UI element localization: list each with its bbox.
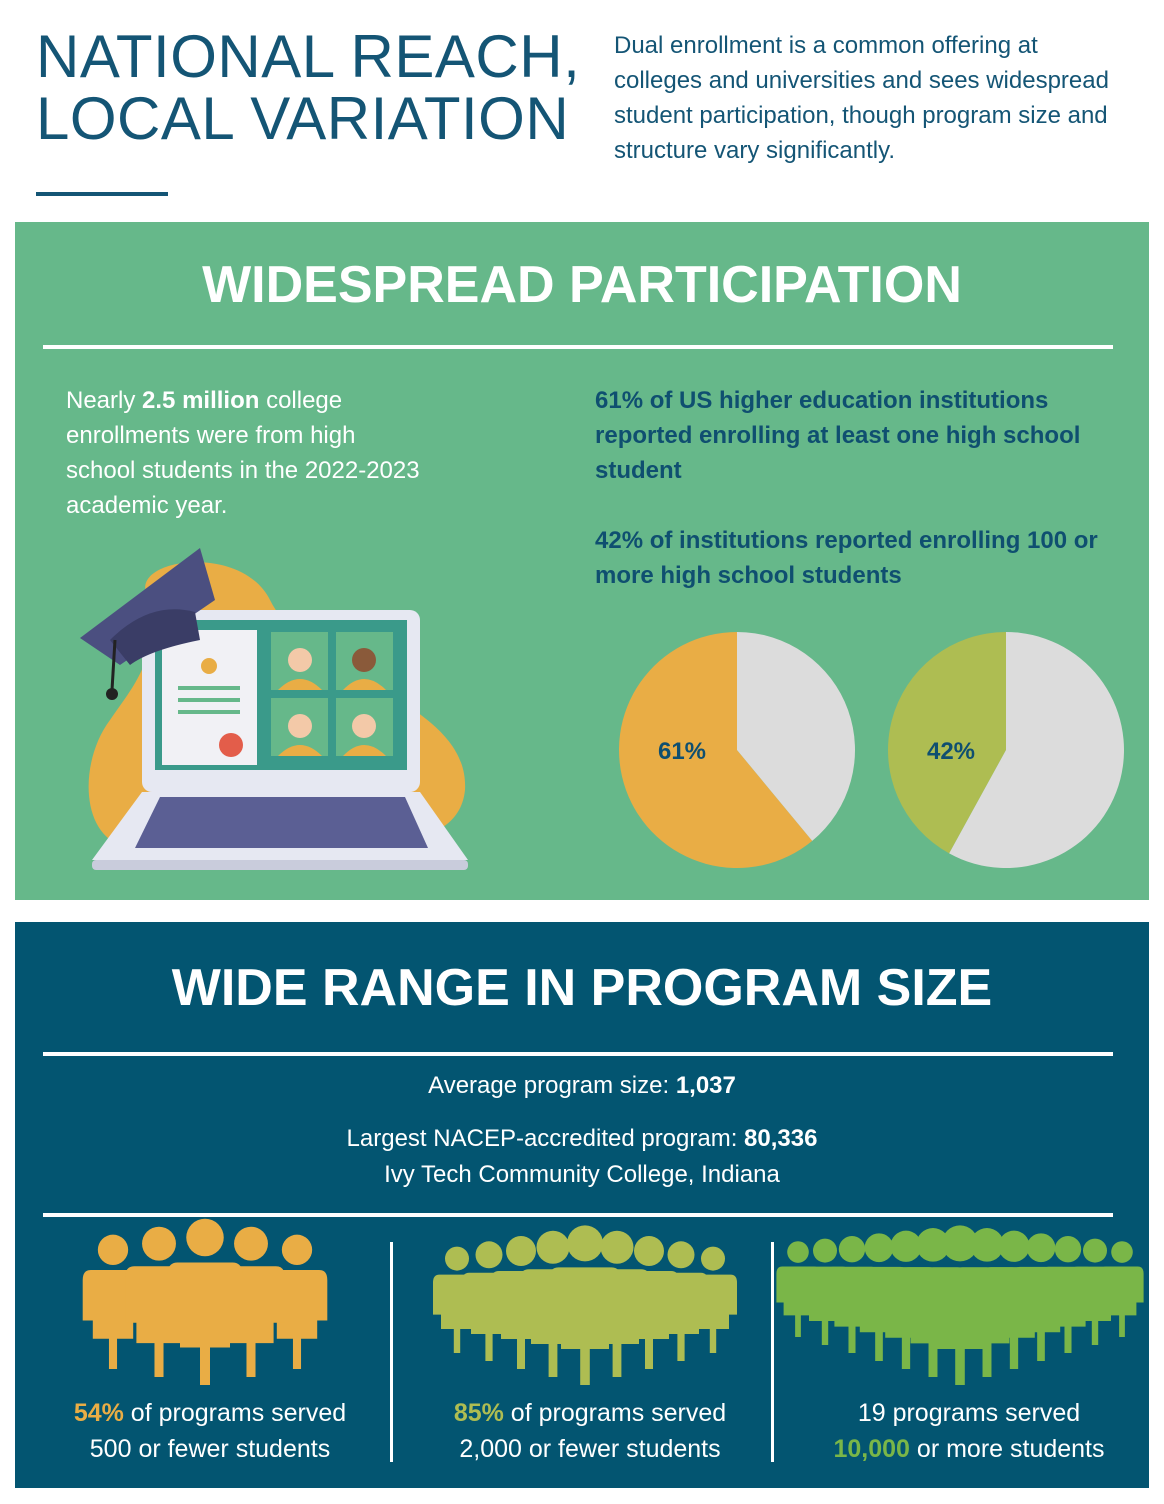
head	[942, 1225, 978, 1262]
section-heading: WIDESPREAD PARTICIPATION	[202, 256, 962, 314]
head	[1111, 1241, 1133, 1263]
head	[890, 1230, 922, 1262]
fact: Nearly 2.5 million college enrollments w…	[66, 383, 426, 523]
intro: Dual enrollment is a common offering at …	[614, 32, 1109, 164]
section-heading: WIDE RANGE IN PROGRAM SIZE	[171, 959, 993, 1017]
line: 2,000 or fewer students	[459, 1435, 721, 1463]
divider	[771, 1242, 774, 1462]
body	[924, 1267, 996, 1385]
text: Largest NACEP-accredited program:	[346, 1125, 745, 1152]
rule	[43, 1052, 1113, 1056]
person-icon	[924, 1225, 996, 1385]
text: of programs served	[123, 1399, 347, 1427]
title-line: LOCAL VARIATION	[36, 85, 570, 152]
laptop-illustration	[80, 548, 468, 870]
head	[634, 1236, 664, 1266]
title-line: NATIONAL REACH,	[36, 23, 581, 90]
head	[667, 1241, 695, 1269]
rule	[43, 1213, 1113, 1217]
pie-slice	[888, 632, 1006, 854]
line: 54% of programs served	[25, 1395, 395, 1431]
line: 10,000 or more students	[784, 1431, 1154, 1467]
head	[567, 1225, 603, 1262]
text: or more students	[909, 1435, 1105, 1463]
highlight: 85%	[453, 1399, 504, 1427]
head	[813, 1238, 837, 1263]
head	[1026, 1233, 1056, 1263]
text: of programs served	[503, 1399, 727, 1427]
blue-panel	[15, 922, 1149, 1488]
average: Average program size: 1,037	[15, 1072, 1149, 1100]
head	[506, 1236, 536, 1266]
head	[1054, 1235, 1082, 1263]
head	[998, 1230, 1030, 1262]
head	[186, 1218, 224, 1257]
bold: 1,037	[675, 1072, 736, 1099]
head	[97, 1234, 129, 1265]
head	[281, 1234, 313, 1265]
head	[234, 1226, 268, 1261]
head	[970, 1228, 1004, 1262]
title: NATIONAL REACH, LOCAL VARIATION	[36, 26, 580, 150]
head	[600, 1230, 634, 1264]
head	[1083, 1238, 1107, 1263]
title-rule	[36, 192, 168, 196]
head	[445, 1246, 469, 1271]
largest-name: Ivy Tech Community College, Indiana	[384, 1161, 780, 1188]
head	[701, 1246, 725, 1271]
highlight: 10,000	[833, 1435, 910, 1463]
head	[916, 1228, 950, 1262]
largest: Largest NACEP-accredited program: 80,336	[15, 1125, 1149, 1153]
line: 19 programs served	[857, 1399, 1081, 1427]
pie-slice	[618, 632, 813, 868]
stat: 61% of US higher education institutions …	[595, 387, 1081, 484]
text: Nearly	[66, 387, 143, 414]
body	[167, 1262, 243, 1385]
pie-label: 42%	[927, 738, 975, 765]
person-icon	[167, 1218, 243, 1385]
head	[142, 1226, 176, 1261]
person-icon	[549, 1225, 621, 1385]
pie-label: 61%	[658, 738, 706, 765]
bold: 2.5 million	[142, 387, 260, 414]
text: college enrollments were from high schoo…	[66, 387, 420, 519]
highlight: 54%	[73, 1399, 124, 1427]
rule	[43, 345, 1113, 349]
divider	[390, 1242, 393, 1462]
column: 19 programs served 10,000 or more studen…	[784, 1395, 1154, 1467]
line: 85% of programs served	[405, 1395, 775, 1431]
pie-slice	[949, 632, 1125, 868]
head	[475, 1241, 503, 1269]
body	[549, 1267, 621, 1385]
line: 500 or fewer students	[89, 1435, 331, 1463]
head	[536, 1230, 570, 1264]
pie-slice	[737, 632, 855, 841]
head	[838, 1235, 866, 1263]
text: Average program size:	[428, 1072, 676, 1099]
stat: 42% of institutions reported enrolling 1…	[595, 527, 1098, 589]
column: 54% of programs served 500 or fewer stud…	[25, 1395, 395, 1467]
head	[787, 1241, 809, 1263]
head	[864, 1233, 894, 1263]
bold: 80,336	[744, 1125, 818, 1152]
column: 85% of programs served 2,000 or fewer st…	[405, 1395, 775, 1467]
